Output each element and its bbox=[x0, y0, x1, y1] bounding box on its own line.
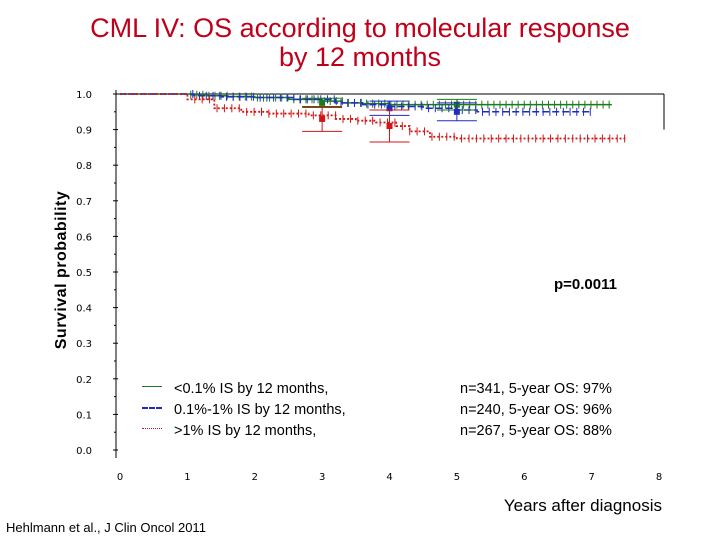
legend-stats-red: n=267, 5-year OS: 88% bbox=[460, 423, 612, 439]
x-axis-label: Years after diagnosis bbox=[503, 496, 662, 515]
error-bar-point-0 bbox=[319, 99, 326, 106]
y-tick-label: 0.4 bbox=[76, 304, 92, 315]
legend-row-green: <0.1% IS by 12 months, n=341, 5-year OS:… bbox=[140, 381, 660, 402]
x-tick-label: 4 bbox=[386, 472, 392, 483]
error-bar-point-1 bbox=[386, 105, 393, 112]
y-axis-label: Survival probability bbox=[53, 190, 70, 350]
x-tick-label: 2 bbox=[252, 472, 258, 483]
x-tick-label: 6 bbox=[521, 472, 527, 483]
y-tick-label: 0.5 bbox=[76, 268, 92, 279]
p-value-annotation: p=0.0011 bbox=[554, 276, 617, 293]
chart-title: CML IV: OS according to molecular respon… bbox=[0, 14, 720, 72]
legend-row-blue: 0.1%-1% IS by 12 months, n=240, 5-year O… bbox=[140, 402, 660, 423]
legend-stats-green: n=341, 5-year OS: 97% bbox=[460, 381, 612, 397]
error-bar-point-4 bbox=[319, 115, 326, 122]
x-tick-label: 8 bbox=[656, 472, 662, 483]
y-tick-label: 0.3 bbox=[76, 339, 92, 350]
legend-label-red: >1% IS by 12 months, bbox=[174, 423, 317, 439]
x-tick-label: 3 bbox=[319, 472, 325, 483]
error-bar-point-5 bbox=[386, 123, 393, 130]
error-bar-point-3 bbox=[453, 108, 460, 115]
legend-label-green: <0.1% IS by 12 months, bbox=[174, 381, 329, 397]
chart-title-line-1: CML IV: OS according to molecular respon… bbox=[90, 13, 630, 43]
legend-swatch-red bbox=[142, 428, 162, 429]
y-tick-label: 0.1 bbox=[76, 410, 92, 421]
x-tick-label: 5 bbox=[454, 472, 460, 483]
legend-stats-blue: n=240, 5-year OS: 96% bbox=[460, 402, 612, 418]
x-tick-label: 7 bbox=[588, 472, 594, 483]
legend-label-blue: 0.1%-1% IS by 12 months, bbox=[174, 402, 346, 418]
y-tick-label: 0.2 bbox=[76, 375, 92, 386]
y-tick-label: 0.7 bbox=[76, 197, 92, 208]
y-tick-label: 1.0 bbox=[76, 90, 92, 101]
y-tick-label: 0.6 bbox=[76, 232, 92, 243]
legend-row-red: >1% IS by 12 months, n=267, 5-year OS: 8… bbox=[140, 423, 660, 444]
legend-swatch-green bbox=[142, 386, 162, 387]
x-tick-label: 0 bbox=[117, 472, 123, 483]
survival-curve-2 bbox=[120, 93, 626, 140]
x-tick-label: 1 bbox=[184, 472, 190, 483]
legend-swatch-blue bbox=[142, 407, 162, 409]
y-tick-label: 0.9 bbox=[76, 126, 92, 137]
y-tick-label: 0.0 bbox=[76, 446, 92, 457]
chart-title-line-2: by 12 months bbox=[278, 42, 442, 72]
legend: <0.1% IS by 12 months, n=341, 5-year OS:… bbox=[140, 381, 660, 444]
y-tick-label: 0.8 bbox=[76, 161, 92, 172]
citation: Hehlmann et al., J Clin Oncol 2011 bbox=[6, 520, 206, 535]
